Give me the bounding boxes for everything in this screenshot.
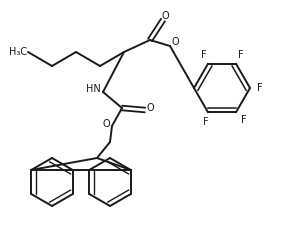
Text: F: F: [257, 83, 263, 93]
Text: H₃C: H₃C: [9, 47, 27, 57]
Text: F: F: [238, 50, 244, 60]
Text: O: O: [171, 37, 179, 47]
Text: HN: HN: [86, 84, 101, 94]
Text: O: O: [102, 119, 110, 129]
Text: O: O: [161, 11, 169, 21]
Text: O: O: [146, 103, 154, 113]
Text: F: F: [241, 115, 247, 125]
Text: F: F: [203, 117, 209, 127]
Text: F: F: [201, 50, 207, 60]
